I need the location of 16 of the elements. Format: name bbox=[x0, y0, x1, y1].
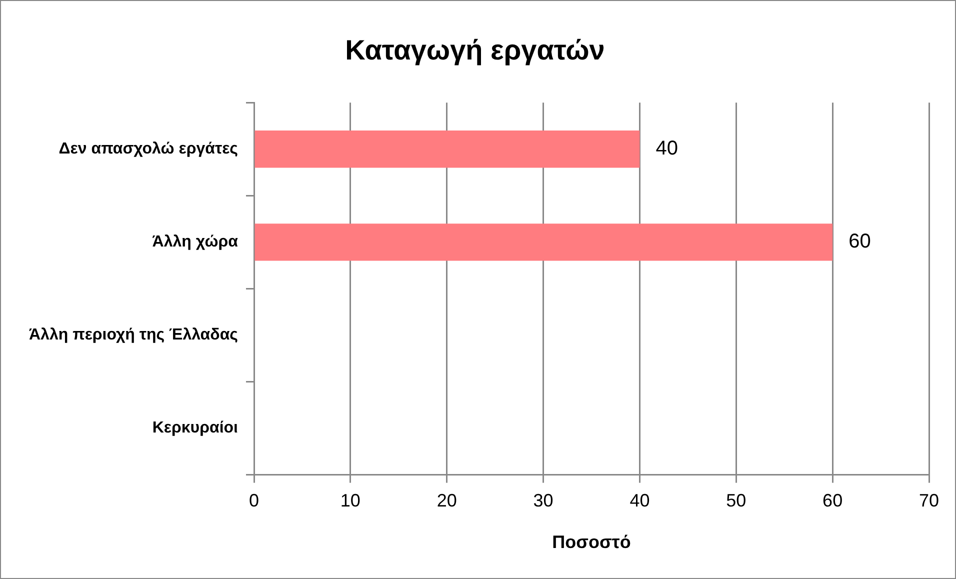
data-label: 60 bbox=[848, 230, 871, 253]
y-tick-label: Κερκυραίοι bbox=[152, 420, 238, 437]
data-label: 40 bbox=[656, 138, 678, 160]
x-tick-label: 30 bbox=[533, 490, 554, 511]
x-tick-label: 70 bbox=[918, 490, 940, 511]
x-tick-label: 10 bbox=[340, 490, 360, 511]
x-tick-label: 20 bbox=[436, 490, 457, 511]
chart-title: Καταγωγή εργατών bbox=[345, 34, 605, 66]
x-tick-label: 0 bbox=[249, 490, 260, 511]
y-tick-label: Δεν απασχολώ εργάτες bbox=[58, 140, 238, 158]
y-tick-label: Άλλη χώρα bbox=[152, 234, 238, 251]
x-tick-label: 40 bbox=[630, 490, 650, 511]
y-tick-label: Άλλη περιοχή της Έλλαδας bbox=[28, 326, 238, 344]
x-axis-title: Ποσοστό bbox=[552, 532, 631, 552]
x-tick-label: 50 bbox=[726, 490, 746, 511]
x-tick-label: 60 bbox=[822, 490, 843, 511]
